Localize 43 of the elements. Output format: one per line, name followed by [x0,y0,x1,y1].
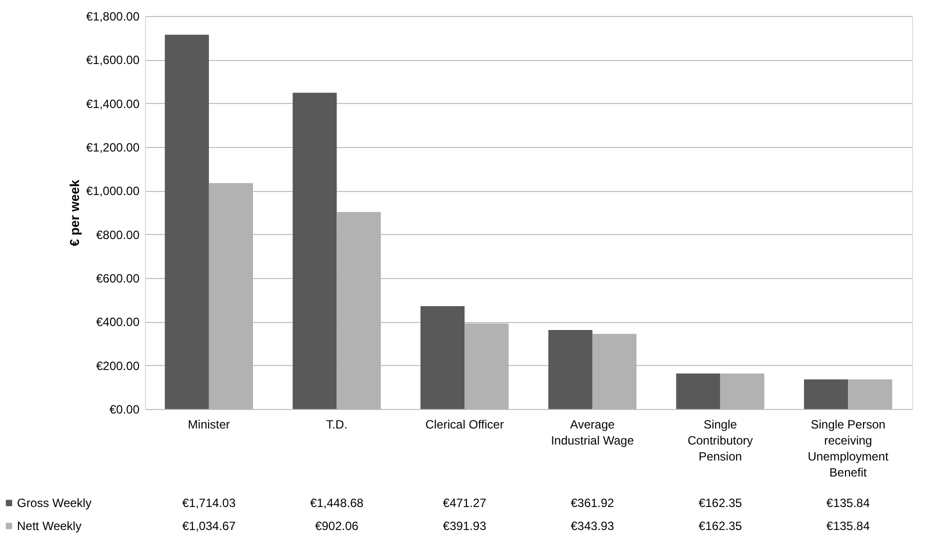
data-label: €135.84 [826,519,870,533]
data-label: €1,714.03 [182,496,236,510]
bar [464,323,509,409]
bar [208,183,253,409]
bar [676,374,720,409]
y-tick-label: €600.00 [96,272,140,286]
bar [720,374,764,409]
data-label: €135.84 [826,496,870,510]
y-tick-label: €1,600.00 [86,53,140,68]
y-tick-label: €800.00 [96,228,140,242]
data-label: €471.27 [442,496,487,510]
data-label: €1,448.68 [310,496,364,510]
bar [548,330,592,409]
data-label: €162.35 [698,496,742,510]
y-axis-title: € per week [67,178,82,246]
x-tick-label: Clerical Officer [425,418,504,432]
bar [804,379,848,409]
legend-label: Gross Weekly [17,496,92,510]
bar [848,379,892,409]
x-tick-label: Minister [188,418,230,432]
y-tick-label: €0.00 [109,402,140,416]
x-tick-label: Average Industrial Wage [550,418,634,448]
y-tick-label: €1,000.00 [86,184,140,198]
bar [164,34,209,409]
x-tick-label: Single Contributory Pension [688,418,753,464]
x-tick-label: Single Person receiving Unemployment Benefit [808,418,890,480]
bar [420,306,465,409]
y-tick-label: €200.00 [96,358,140,373]
y-tick-label: €1,800.00 [86,10,140,24]
bar [292,92,337,409]
data-label: €902.06 [315,519,359,533]
y-tick-label: €1,400.00 [86,96,140,111]
bar [336,212,381,409]
legend-label: Nett Weekly [17,519,82,533]
data-label: €162.35 [698,519,742,533]
data-label: €391.93 [442,519,487,533]
y-tick-label: €400.00 [96,315,140,330]
data-label: €343.93 [570,519,614,533]
x-tick-label: T.D. [326,418,348,432]
y-tick-label: €1,200.00 [86,140,140,154]
bar [592,334,636,409]
data-label: €361.92 [570,496,614,510]
data-label: €1,034.67 [182,519,236,533]
